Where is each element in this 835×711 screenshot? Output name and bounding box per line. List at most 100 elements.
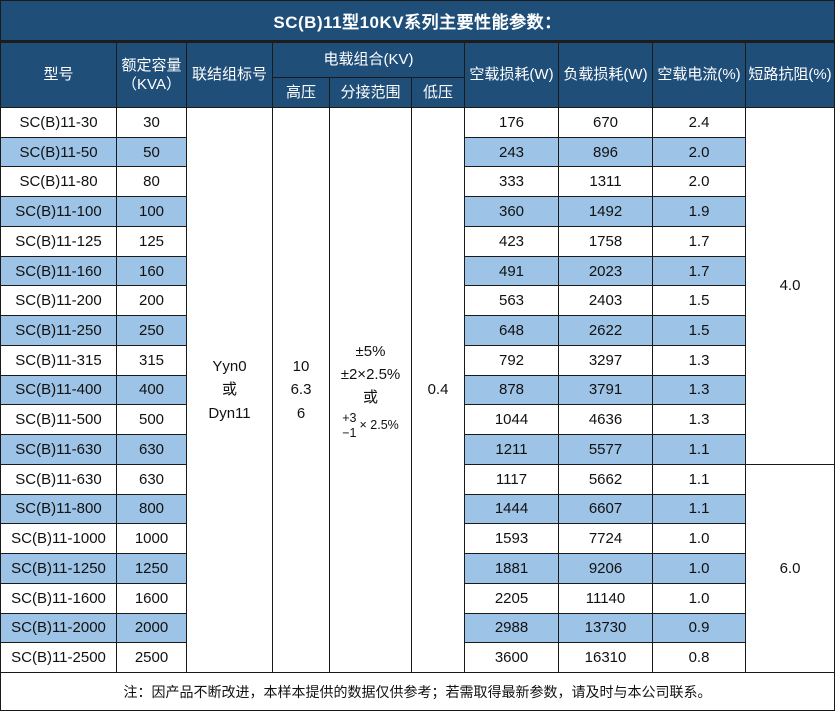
table-cell-model: SC(B)11-400 — [1, 375, 117, 406]
table-cell-current: 0.8 — [653, 643, 746, 673]
table-cell-kva: 800 — [117, 494, 187, 525]
merged-cell-high-voltage: 10 6.3 6 — [273, 108, 330, 673]
table-cell-kva: 200 — [117, 286, 187, 317]
header-capacity-line2: （KVA） — [122, 76, 181, 93]
header-voltage-combination: 电载组合(KV) — [273, 43, 465, 78]
header-load-loss: 负载损耗(W) — [559, 43, 653, 108]
table-cell-current: 2.0 — [653, 137, 746, 168]
table-cell-load: 896 — [559, 137, 653, 168]
table-cell-load: 1311 — [559, 167, 653, 198]
table-cell-kva: 100 — [117, 197, 187, 227]
table-cell-model: SC(B)11-160 — [1, 256, 117, 287]
table-cell-no-load: 491 — [465, 256, 559, 287]
table-cell-model: SC(B)11-2500 — [1, 643, 117, 673]
table-cell-no-load: 1211 — [465, 435, 559, 465]
table-cell-no-load: 648 — [465, 316, 559, 346]
header-capacity-line1: 额定容量 — [121, 56, 182, 74]
header-short-circuit-impedance: 短路抗阻(%) — [746, 43, 834, 108]
table-cell-current: 1.3 — [653, 375, 746, 406]
table-cell-current: 1.1 — [653, 435, 746, 465]
table-cell-no-load: 360 — [465, 197, 559, 227]
table-cell-current: 1.7 — [653, 256, 746, 287]
table-cell-no-load: 1117 — [465, 464, 559, 495]
table-cell-model: SC(B)11-30 — [1, 108, 117, 138]
merged-cell-impedance-group-1: 4.0 — [746, 108, 834, 465]
table-cell-kva: 50 — [117, 137, 187, 168]
table-cell-current: 1.5 — [653, 286, 746, 317]
table-cell-model: SC(B)11-500 — [1, 405, 117, 436]
table-cell-load: 1492 — [559, 197, 653, 227]
table-cell-kva: 630 — [117, 464, 187, 495]
table-cell-kva: 400 — [117, 375, 187, 406]
footer-note: 注：因产品不断改进，本样本提供的数据仅供参考；若需取得最新参数，请及时与本公司联… — [1, 673, 834, 710]
table-cell-load: 2403 — [559, 286, 653, 317]
header-no-load-loss: 空载损耗(W) — [465, 43, 559, 108]
merged-cell-tap-range: ±5% ±2×2.5% 或 +3 −1 × 2.5% — [330, 108, 412, 673]
table-cell-current: 1.1 — [653, 494, 746, 525]
table-cell-current: 1.0 — [653, 524, 746, 555]
table-cell-kva: 315 — [117, 345, 187, 376]
table-cell-current: 1.0 — [653, 554, 746, 584]
table-cell-load: 5662 — [559, 464, 653, 495]
table-cell-no-load: 1444 — [465, 494, 559, 525]
table-cell-model: SC(B)11-315 — [1, 345, 117, 376]
table-cell-current: 1.5 — [653, 316, 746, 346]
table-cell-model: SC(B)11-1000 — [1, 524, 117, 555]
table-cell-model: SC(B)11-1600 — [1, 583, 117, 614]
table-cell-no-load: 2205 — [465, 583, 559, 614]
table-cell-model: SC(B)11-200 — [1, 286, 117, 317]
merged-cell-connection-group: Yyn0 或 Dyn11 — [187, 108, 273, 673]
table-cell-no-load: 878 — [465, 375, 559, 406]
table-cell-kva: 125 — [117, 226, 187, 257]
table-cell-model: SC(B)11-630 — [1, 435, 117, 465]
table-cell-current: 1.1 — [653, 464, 746, 495]
table-cell-load: 6607 — [559, 494, 653, 525]
table-cell-load: 4636 — [559, 405, 653, 436]
table-cell-kva: 80 — [117, 167, 187, 198]
merged-cell-low-voltage: 0.4 — [412, 108, 465, 673]
table-cell-no-load: 423 — [465, 226, 559, 257]
tap-fraction: +3 −1 × 2.5% — [342, 411, 399, 440]
table-cell-no-load: 243 — [465, 137, 559, 168]
table-cell-no-load: 1881 — [465, 554, 559, 584]
table-cell-no-load: 333 — [465, 167, 559, 198]
table-cell-kva: 250 — [117, 316, 187, 346]
table-cell-kva: 2000 — [117, 613, 187, 644]
table-cell-model: SC(B)11-100 — [1, 197, 117, 227]
table-cell-load: 2622 — [559, 316, 653, 346]
table-cell-model: SC(B)11-125 — [1, 226, 117, 257]
table-cell-current: 1.3 — [653, 405, 746, 436]
table-cell-kva: 1250 — [117, 554, 187, 584]
table-cell-load: 16310 — [559, 643, 653, 673]
table-cell-kva: 30 — [117, 108, 187, 138]
table-cell-model: SC(B)11-630 — [1, 464, 117, 495]
header-model: 型号 — [1, 43, 117, 108]
header-high-voltage: 高压 — [273, 78, 330, 108]
table-cell-no-load: 3600 — [465, 643, 559, 673]
table-cell-no-load: 563 — [465, 286, 559, 317]
header-low-voltage: 低压 — [412, 78, 465, 108]
table-cell-load: 13730 — [559, 613, 653, 644]
data-grid: Yyn0 或 Dyn11 10 6.3 6 ±5% ±2×2.5% 或 +3 −… — [1, 108, 834, 673]
table-cell-model: SC(B)11-800 — [1, 494, 117, 525]
header-connection-group: 联结组标号 — [187, 43, 273, 108]
header-rated-capacity: 额定容量 （KVA） — [117, 43, 187, 108]
table-cell-current: 2.4 — [653, 108, 746, 138]
table-cell-current: 1.9 — [653, 197, 746, 227]
table-cell-load: 670 — [559, 108, 653, 138]
table-cell-model: SC(B)11-80 — [1, 167, 117, 198]
header-no-load-current: 空载电流(%) — [653, 43, 746, 108]
table-cell-model: SC(B)11-50 — [1, 137, 117, 168]
table-cell-kva: 1600 — [117, 583, 187, 614]
table-title-bar: SC(B)11型10KV系列主要性能参数： — [1, 1, 834, 43]
table-title: SC(B)11型10KV系列主要性能参数： — [273, 13, 562, 32]
table-header: 型号 额定容量 （KVA） 联结组标号 电载组合(KV) 高压 分接范围 低压 … — [1, 43, 834, 108]
table-cell-kva: 500 — [117, 405, 187, 436]
table-cell-load: 3791 — [559, 375, 653, 406]
table-cell-no-load: 176 — [465, 108, 559, 138]
table-cell-current: 2.0 — [653, 167, 746, 198]
table-cell-current: 1.3 — [653, 345, 746, 376]
table-cell-current: 0.9 — [653, 613, 746, 644]
table-cell-load: 2023 — [559, 256, 653, 287]
